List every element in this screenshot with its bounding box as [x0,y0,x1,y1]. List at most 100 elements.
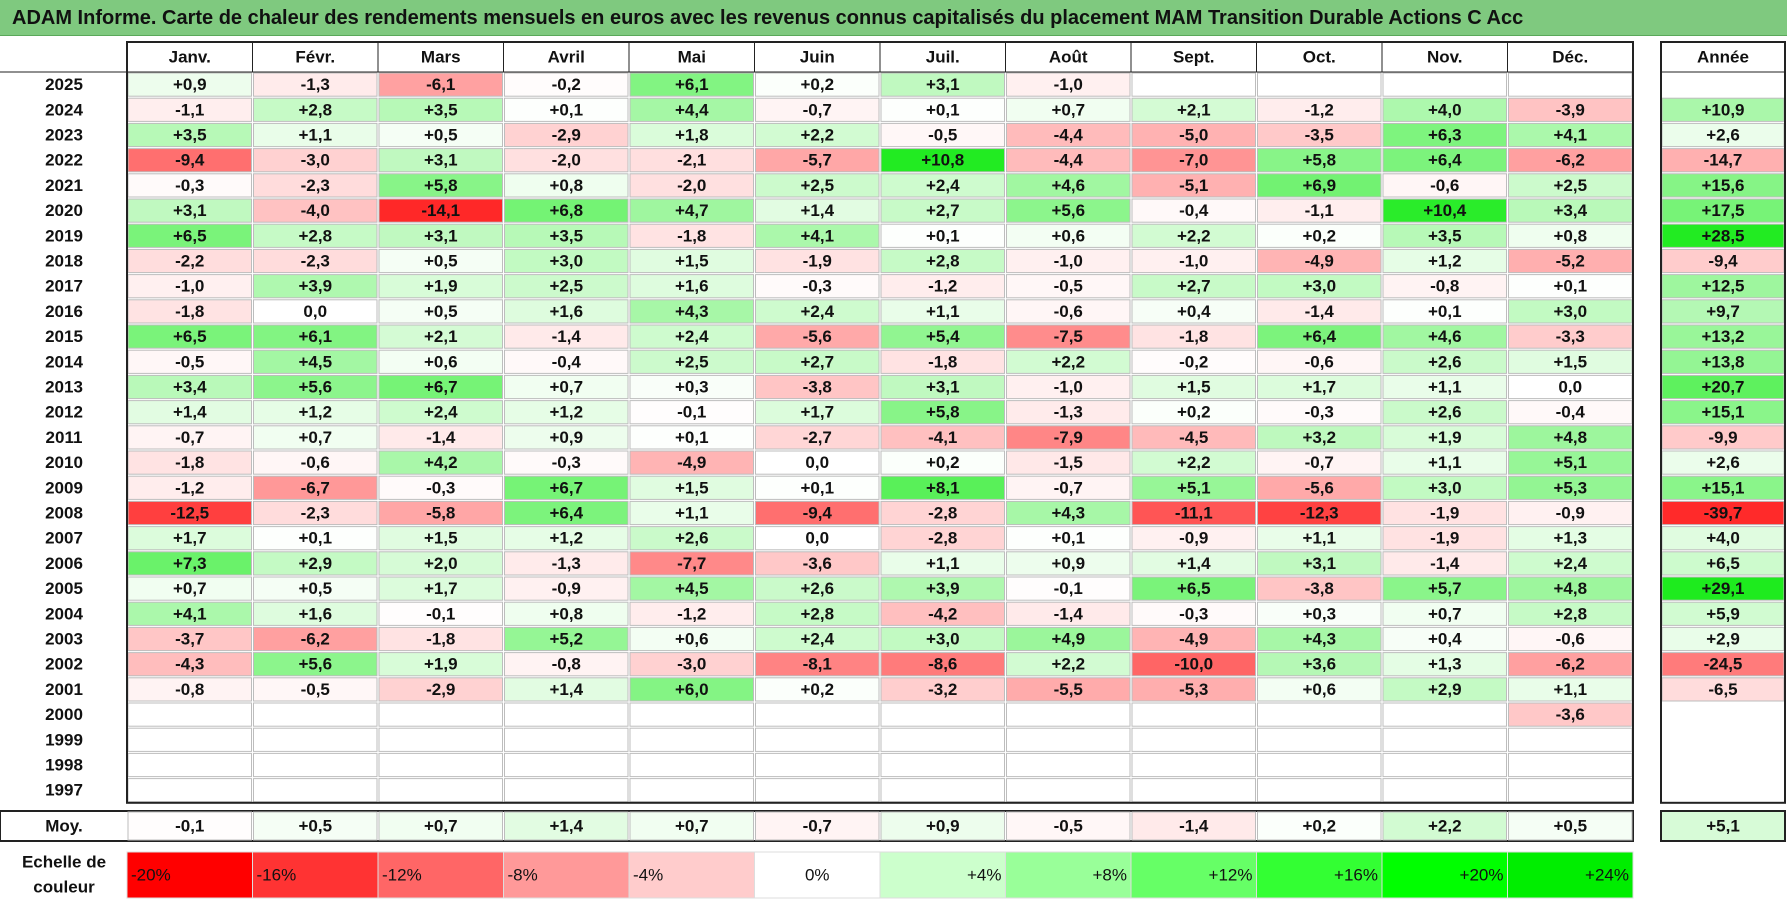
row-year-label: 2009 [45,478,83,497]
heatmap-cell [629,400,754,425]
heatmap-cell [755,450,880,475]
heatmap-cell [880,652,1005,677]
heatmap-cell-value: +1,6 [549,302,583,321]
heatmap-cell-value: +1,1 [926,302,960,321]
heatmap-cell [1006,500,1131,526]
heatmap-cell-value: -0,7 [175,428,204,447]
heatmap-cell [880,601,1005,626]
average-cell [504,811,629,841]
heatmap-cell-value: +4,1 [800,226,834,245]
heatmap-cell-value: -7,7 [677,554,706,573]
heatmap-cell [1131,425,1256,450]
heatmap-cell-value: +1,7 [800,403,834,422]
heatmap-cell-value: +0,5 [424,302,458,321]
table-row: 2008 -12,5 -2,3 -5,8 +6,4 +1,1 -9,4 -2,8 +4,3 -11… [45,500,1785,526]
annual-cell [1662,778,1784,802]
heatmap-cell-value: +0,8 [549,604,583,623]
average-cell-value: +0,5 [1553,817,1587,836]
heatmap-cell-value: 0,0 [805,529,829,548]
heatmap-cell-value: -6,2 [1556,151,1585,170]
heatmap-cell [253,475,378,500]
column-header-label: Août [1049,48,1088,67]
heatmap-cell-value: -0,1 [1054,579,1083,598]
color-scale-stop-label: -16% [257,866,297,885]
heatmap-cell [880,551,1005,576]
heatmap-cell-value: +10,4 [1423,201,1467,220]
heatmap-cell-value: +2,2 [1177,453,1211,472]
heatmap-cell [1382,299,1507,324]
heatmap-cell-value: +1,7 [173,529,207,548]
heatmap-cell [1131,500,1256,526]
heatmap-cell-value: -7,0 [1179,151,1208,170]
heatmap-cell [1257,551,1382,576]
table-row: 2002 -4,3 +5,6 +1,9 -0,8 -3,0 -8,1 -8,6 +2,2 -10,… [45,652,1785,677]
heatmap-cell [253,778,378,803]
heatmap-cell [755,72,880,97]
heatmap-cell-value: +2,6 [675,529,709,548]
heatmap-cell [1131,576,1256,601]
average-cell [1131,811,1256,841]
heatmap-cell-value: -2,7 [803,428,832,447]
heatmap-cell [1382,248,1507,274]
heatmap-cell-value: +0,7 [1428,604,1462,623]
heatmap-cell [1382,652,1507,677]
heatmap-cell-value: +2,2 [1051,352,1085,371]
annual-cell-value: +28,5 [1701,226,1744,245]
heatmap-cell-value: +1,5 [675,252,709,271]
heatmap-cell [378,450,503,475]
heatmap-cell [755,626,880,652]
heatmap-cell [755,97,880,122]
heatmap-cell-value: -3,6 [1556,705,1585,724]
table-row: 2014 -0,5 +4,5 +0,6 -0,4 +2,5 +2,7 -1,8 +2,2 -0,2… [45,349,1785,374]
heatmap-cell [504,576,629,601]
heatmap-cell-value: +0,6 [1302,680,1336,699]
heatmap-cell-value: -1,4 [552,327,582,346]
heatmap-cell-value: +5,7 [1428,579,1462,598]
heatmap-cell-value: +4,6 [1428,327,1462,346]
heatmap-cell-value: +4,1 [1553,126,1587,145]
heatmap-cell [629,425,754,450]
heatmap-cell-value: -5,6 [1305,478,1334,497]
heatmap-cell-value: +2,6 [800,579,834,598]
average-cell-value: -0,1 [175,817,204,836]
color-scale-swatch [754,851,881,899]
heatmap-cell-value: -3,8 [803,378,832,397]
row-year-label: 2023 [45,126,83,145]
heatmap-cell-value: +5,3 [1553,478,1587,497]
heatmap-cell-value: -2,1 [677,151,706,170]
heatmap-cell-value: -1,2 [1305,100,1334,119]
heatmap-cell [880,248,1005,274]
heatmap-cell-value: -6,2 [1556,655,1585,674]
heatmap-cell [378,475,503,500]
heatmap-cell-value: +6,9 [1302,176,1336,195]
heatmap-cell [1257,601,1382,626]
heatmap-cell [629,526,754,551]
heatmap-cell [1006,122,1131,148]
column-header-cell [879,41,1006,73]
heatmap-cell [755,526,880,551]
heatmap-cell [880,526,1005,551]
heatmap-cell-value: -1,0 [1054,75,1083,94]
heatmap-cell [253,677,378,702]
heatmap-cell [253,148,378,173]
heatmap-cell-value: +2,4 [800,630,834,649]
heatmap-cell [253,576,378,601]
heatmap-cell [253,425,378,450]
row-year-label: 1998 [45,756,83,775]
heatmap-cell-value: +4,5 [298,352,332,371]
heatmap-cell [1257,778,1382,803]
annual-cell [1662,703,1784,727]
heatmap-cell-value: +1,6 [298,604,332,623]
annual-cell-value: +13,2 [1701,327,1744,346]
heatmap-cell [1257,248,1382,274]
heatmap-cell [880,576,1005,601]
heatmap-cell [755,425,880,450]
heatmap-cell [1006,626,1131,652]
heatmap-cell [378,551,503,576]
color-scale-stop-label: +24% [1585,866,1629,885]
heatmap-cell-value: +1,8 [675,126,709,145]
heatmap-cell-value: -0,5 [928,126,957,145]
heatmap-cell [378,727,503,752]
heatmap-cell-value: +4,9 [1051,630,1085,649]
heatmap-cell-value: +2,2 [1051,655,1085,674]
